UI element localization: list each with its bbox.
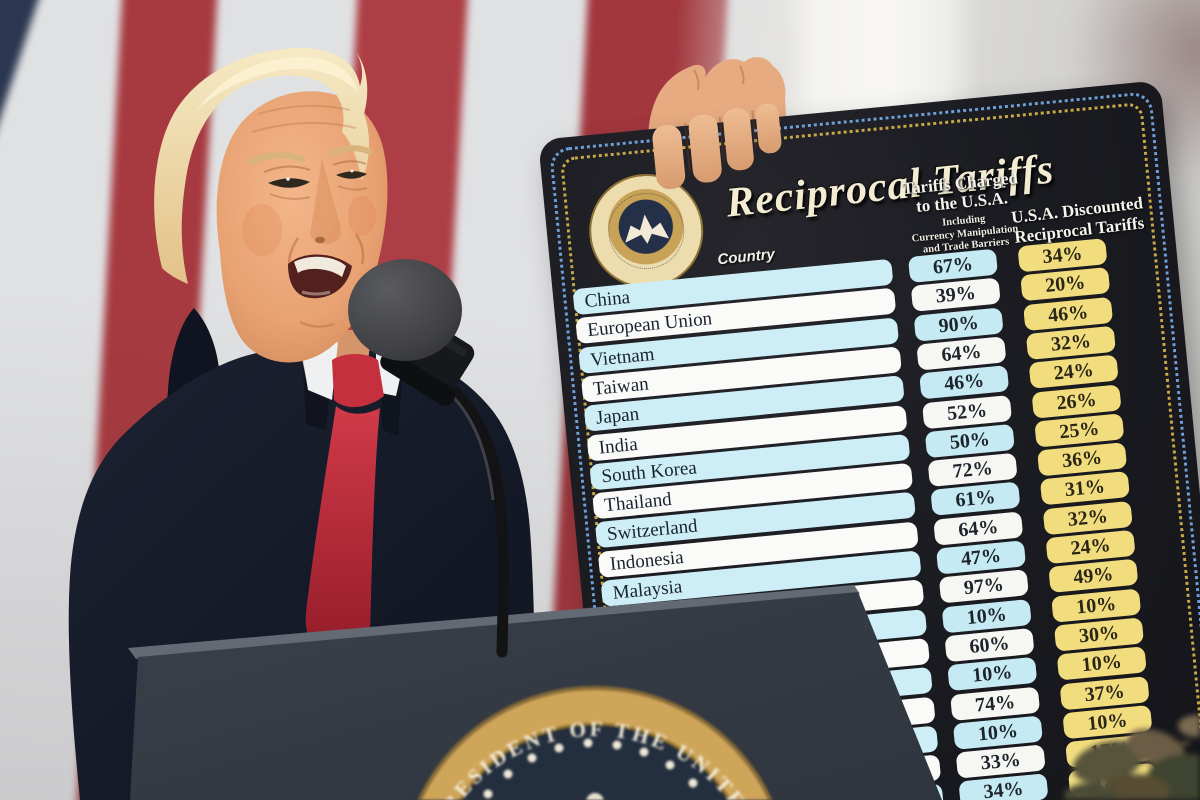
seal-stars xyxy=(483,738,698,799)
leaf xyxy=(1064,783,1116,800)
seal-eagle-head xyxy=(586,793,604,800)
leaf xyxy=(1178,715,1200,737)
leaf xyxy=(1102,774,1170,800)
seal-outer-ring xyxy=(400,686,790,800)
leaf xyxy=(1072,740,1144,784)
seal-gold-band xyxy=(403,689,787,800)
seal-inner-ring xyxy=(436,722,754,800)
